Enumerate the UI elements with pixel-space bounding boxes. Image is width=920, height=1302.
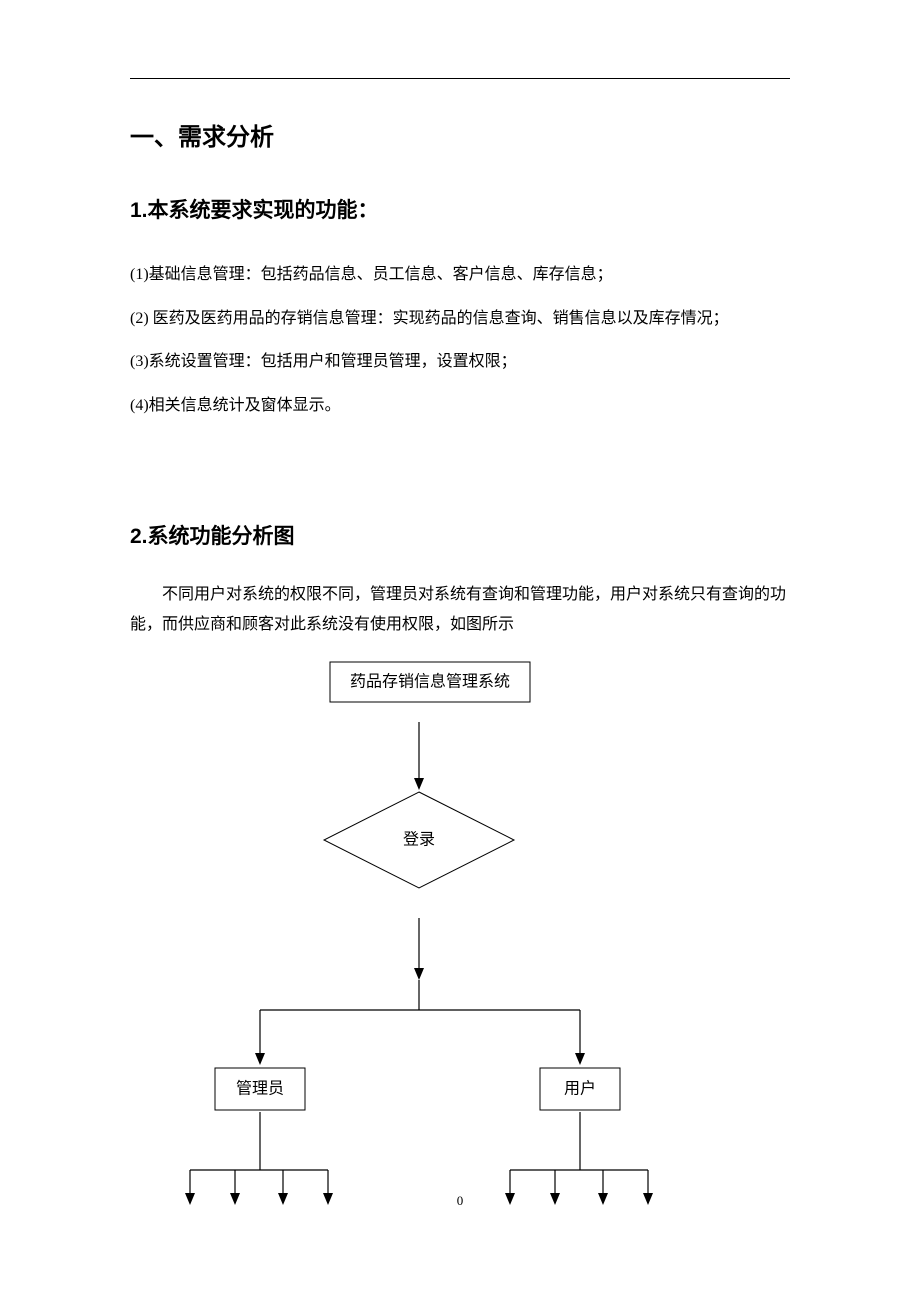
subsection-1-2: 2.系统功能分析图 不同用户对系统的权限不同，管理员对系统有查询和管理功能，用户… — [130, 520, 790, 639]
requirement-item: (2) 医药及医药用品的存销信息管理：实现药品的信息查询、销售信息以及库存情况； — [130, 298, 790, 340]
svg-text:药品存销信息管理系统: 药品存销信息管理系统 — [350, 673, 510, 691]
section-heading-1: 一、需求分析 — [130, 117, 790, 152]
subsection-heading-1-1: 1.本系统要求实现的功能： — [130, 194, 790, 224]
svg-text:管理员: 管理员 — [236, 1080, 284, 1098]
analysis-paragraph: 不同用户对系统的权限不同，管理员对系统有查询和管理功能，用户对系统只有查询的功能… — [130, 580, 790, 639]
requirements-list: (1)基础信息管理：包括药品信息、员工信息、客户信息、库存信息； (2) 医药及… — [130, 254, 790, 426]
subsection-heading-1-2: 2.系统功能分析图 — [130, 520, 790, 550]
requirement-item: (4)相关信息统计及窗体显示。 — [130, 385, 790, 427]
document-page: 一、需求分析 1.本系统要求实现的功能： (1)基础信息管理：包括药品信息、员工… — [0, 0, 920, 640]
svg-text:登录: 登录 — [403, 831, 435, 849]
top-horizontal-rule — [130, 78, 790, 79]
requirement-item: (1)基础信息管理：包括药品信息、员工信息、客户信息、库存信息； — [130, 254, 790, 296]
requirement-item: (3)系统设置管理：包括用户和管理员管理，设置权限； — [130, 341, 790, 383]
system-function-flowchart: 药品存销信息管理系统登录管理员 用户 — [0, 640, 920, 1260]
page-number: 0 — [0, 1193, 920, 1209]
svg-text:用户: 用户 — [564, 1080, 596, 1098]
